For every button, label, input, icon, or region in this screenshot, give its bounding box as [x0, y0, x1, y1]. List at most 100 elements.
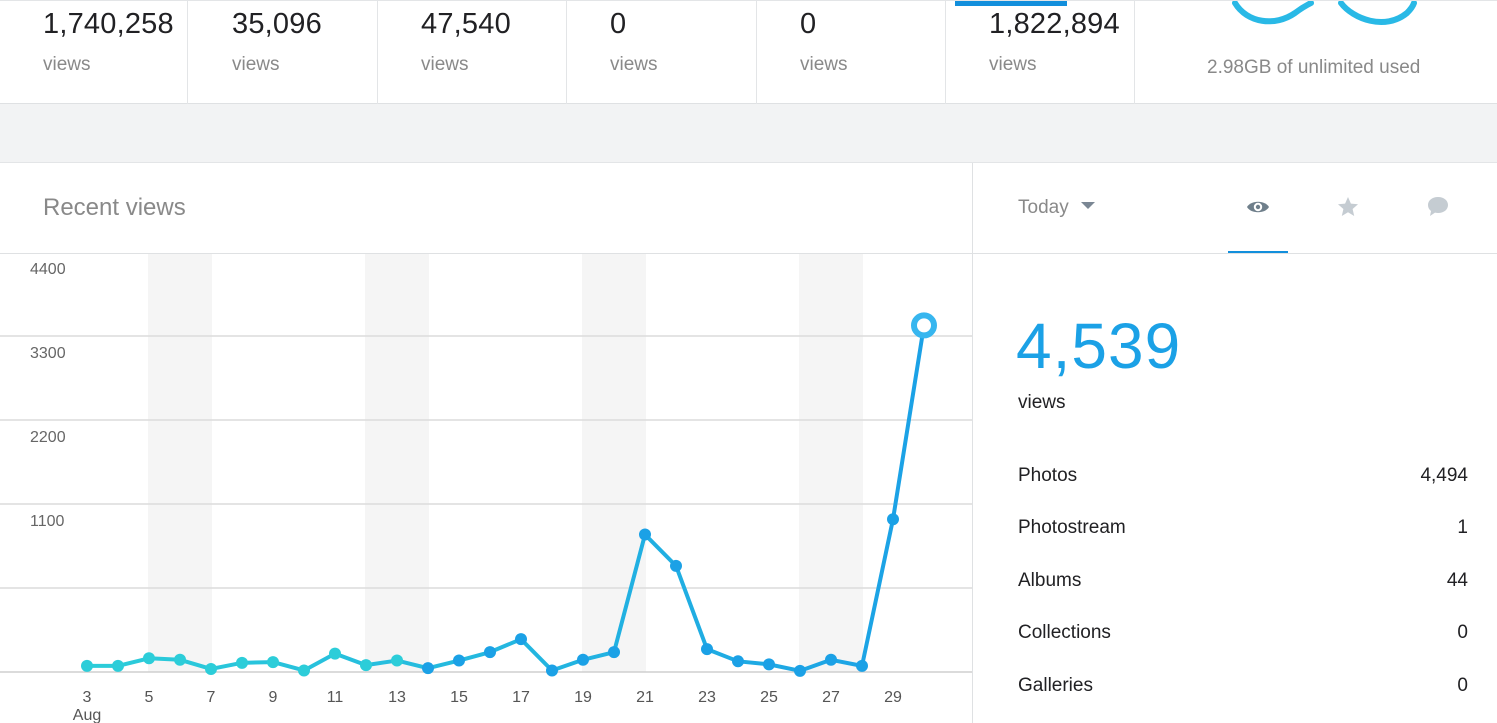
y-tick-label: 4400 [30, 261, 66, 278]
x-tick-label: 17 [512, 689, 530, 706]
breakdown-row: Photostream 1 [1018, 517, 1468, 547]
stat-value: 1,822,894 [989, 8, 1120, 40]
data-point [422, 662, 434, 675]
panel-title: Recent views [43, 194, 186, 221]
weekend-band [148, 254, 212, 672]
data-point [794, 664, 806, 677]
data-point [298, 664, 310, 677]
stat-label: views [421, 54, 469, 75]
stat-value: 35,096 [232, 8, 322, 40]
x-tick-label: 21 [636, 689, 654, 706]
y-tick-label: 2200 [30, 429, 66, 446]
weekend-band [582, 254, 646, 672]
row-label: Photos [1018, 465, 1078, 486]
tab-views[interactable] [1228, 183, 1288, 254]
x-tick-label: 13 [388, 689, 406, 706]
period-label: Today [1018, 197, 1069, 218]
stats-strip: 1,740,258 views 35,096 views 47,540 view… [0, 0, 1497, 104]
x-tick-label: 11 [327, 689, 344, 706]
data-point [763, 658, 775, 671]
x-tick-label: 29 [884, 689, 902, 706]
series-line [87, 325, 926, 673]
data-point [205, 662, 217, 675]
storage-text: 2.98GB of unlimited used [1207, 57, 1421, 78]
stat-label: views [800, 54, 848, 75]
row-label: Photostream [1018, 517, 1126, 538]
period-dropdown[interactable]: Today [1018, 197, 1095, 219]
breakdown-row: Albums 44 [1018, 570, 1468, 600]
x-tick-label: 7 [207, 689, 216, 706]
data-point-highlight [911, 312, 937, 339]
total-views-value: 4,539 [1016, 310, 1182, 382]
data-point [143, 652, 155, 665]
panel-divider [972, 163, 973, 723]
recent-views-panel: Recent views Today 110022003300440055003… [0, 163, 1497, 723]
data-point [825, 653, 837, 666]
views-line-chart: 1100220033004400550035791113151719212325… [0, 254, 972, 723]
x-tick-label: 15 [450, 689, 468, 706]
x-tick-label: 25 [760, 689, 778, 706]
tab-faves[interactable] [1318, 183, 1378, 253]
x-tick-label: 27 [822, 689, 840, 706]
stat-value: 0 [610, 8, 627, 40]
x-tick-label: 3 [83, 689, 92, 706]
header-divider [0, 253, 1497, 254]
y-tick-label: 3300 [30, 345, 66, 362]
stat-card-2[interactable]: 35,096 views [188, 1, 378, 104]
x-tick-label: 23 [698, 689, 716, 706]
x-month-label: Aug [73, 707, 101, 723]
stat-value: 47,540 [421, 8, 511, 40]
weekend-band [365, 254, 429, 672]
tab-comments[interactable] [1408, 183, 1468, 253]
stat-value: 1,740,258 [43, 8, 174, 40]
data-point [856, 659, 868, 672]
data-point [453, 654, 465, 667]
breakdown-row: Photos 4,494 [1018, 465, 1468, 495]
x-tick-label: 19 [574, 689, 592, 706]
x-tick-label: 5 [145, 689, 154, 706]
eye-icon [1247, 201, 1269, 213]
stat-card-1[interactable]: 1,740,258 views [0, 1, 188, 104]
data-point [174, 653, 186, 666]
data-point [887, 513, 899, 526]
weekend-band [799, 254, 863, 672]
y-tick-label: 1100 [30, 513, 65, 530]
data-point [639, 528, 651, 541]
infinity-icon [1232, 1, 1417, 25]
data-point [577, 653, 589, 666]
data-point [360, 659, 372, 672]
caret-down-icon [1080, 202, 1095, 210]
stat-label: views [989, 54, 1037, 75]
row-value: 1 [1457, 517, 1468, 538]
data-point [267, 656, 279, 669]
data-point [112, 659, 124, 672]
stat-card-6[interactable]: 1,822,894 views [946, 1, 1135, 104]
row-label: Collections [1018, 622, 1111, 643]
data-point [484, 646, 496, 659]
comment-icon [1428, 197, 1448, 216]
data-point [701, 643, 713, 656]
stat-card-5[interactable]: 0 views [757, 1, 946, 104]
stat-card-4[interactable]: 0 views [567, 1, 757, 104]
breakdown-row: Galleries 0 [1018, 675, 1468, 705]
row-value: 44 [1446, 570, 1468, 591]
row-value: 0 [1457, 675, 1468, 696]
data-point [391, 654, 403, 667]
data-point [608, 646, 620, 659]
stat-card-3[interactable]: 47,540 views [378, 1, 567, 104]
breakdown-row: Collections 0 [1018, 622, 1468, 652]
storage-usage: 2.98GB of unlimited used [1135, 1, 1497, 104]
data-point [515, 633, 527, 646]
data-point [732, 655, 744, 668]
data-point [81, 659, 93, 672]
data-point [546, 664, 558, 677]
x-tick-label: 9 [269, 689, 278, 706]
star-icon [1338, 197, 1358, 216]
section-spacer [0, 104, 1497, 163]
row-value: 4,494 [1420, 465, 1468, 486]
total-views-label: views [1018, 392, 1066, 413]
data-point [236, 656, 248, 669]
row-label: Galleries [1018, 675, 1093, 696]
stat-label: views [43, 54, 91, 75]
row-value: 0 [1457, 622, 1468, 643]
